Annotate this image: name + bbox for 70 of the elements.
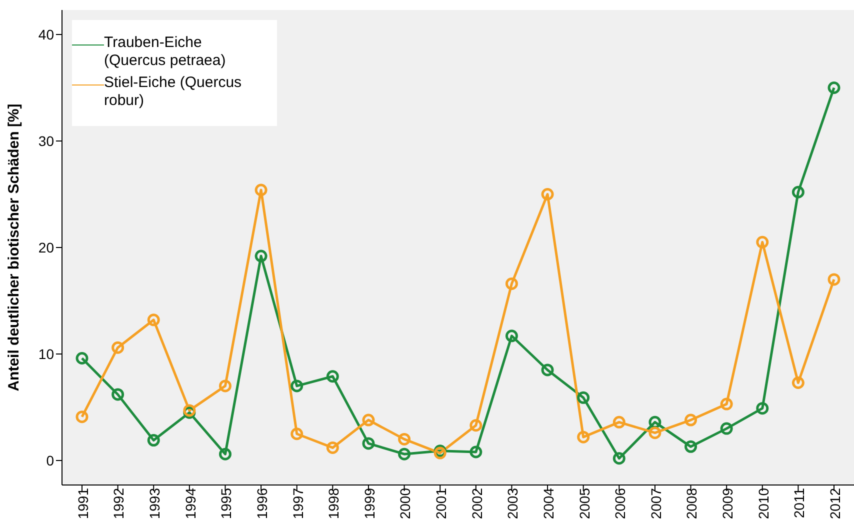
point [290, 380, 304, 392]
point [792, 376, 804, 390]
point [720, 422, 733, 435]
x-tick-label: 2004 [540, 488, 556, 520]
point [792, 186, 804, 198]
x-tick-label: 1994 [182, 488, 198, 520]
point [76, 352, 88, 365]
y-tick-label: 0 [46, 452, 54, 468]
point [398, 432, 411, 446]
x-tick-label: 2008 [684, 488, 700, 520]
point [828, 273, 840, 286]
point [112, 341, 124, 354]
point [612, 416, 626, 428]
x-tick-label: 2012 [826, 488, 843, 520]
point [756, 236, 769, 248]
x-tick-label: 1993 [146, 488, 163, 520]
x-tick-label: 1991 [74, 488, 91, 520]
x-tick-label: 2003 [504, 488, 521, 520]
legend-label: Trauben-Eiche (Quercus petraea) [104, 34, 227, 70]
point [505, 330, 518, 342]
x-tick-label: 2010 [755, 488, 772, 520]
point [541, 188, 554, 200]
point [470, 446, 482, 458]
point [720, 398, 733, 410]
x-tick-label: 2006 [612, 488, 628, 520]
point [828, 81, 840, 94]
x-tick-label: 2000 [397, 488, 414, 520]
x-tick-label: 1999 [361, 488, 378, 520]
point [362, 437, 375, 450]
point [577, 430, 590, 444]
point [326, 370, 339, 383]
legend-label: Stiel-Eiche (Quercus robur) [104, 74, 243, 110]
point [648, 416, 662, 428]
point [398, 448, 411, 460]
point [684, 414, 698, 426]
x-tick-label: 2002 [468, 488, 485, 520]
point [756, 402, 769, 415]
point [362, 414, 375, 426]
point [218, 448, 232, 460]
point [147, 314, 160, 326]
y-tick-label: 10 [38, 346, 54, 362]
y-axis-title: Anteil deutlicher biotischer Schäden [%] [5, 104, 22, 392]
point [112, 388, 124, 401]
x-tick-label: 1996 [254, 488, 270, 520]
y-tick-label: 30 [38, 132, 54, 149]
point [254, 184, 268, 196]
x-tick-label: 1992 [110, 488, 127, 520]
x-tick-label: 2005 [576, 488, 592, 520]
point [76, 410, 88, 424]
x-tick-label: 2009 [720, 488, 736, 520]
y-tick-label: 20 [38, 239, 54, 256]
point [541, 364, 554, 376]
point [326, 441, 339, 454]
x-tick-label: 1997 [290, 488, 306, 520]
point [648, 426, 662, 440]
point [254, 250, 268, 262]
point [612, 452, 626, 465]
point [470, 419, 482, 432]
x-tick-label: 1995 [218, 488, 234, 520]
point [505, 277, 518, 290]
y-tick-label: 40 [38, 26, 54, 42]
x-tick-label: 2007 [648, 488, 664, 520]
point [684, 440, 698, 453]
point [218, 380, 232, 392]
point [147, 434, 160, 447]
x-tick-label: 2011 [791, 488, 808, 518]
point [577, 391, 590, 404]
x-tick-label: 2001 [433, 488, 450, 520]
x-tick-label: 1998 [326, 488, 342, 520]
point [290, 428, 304, 440]
